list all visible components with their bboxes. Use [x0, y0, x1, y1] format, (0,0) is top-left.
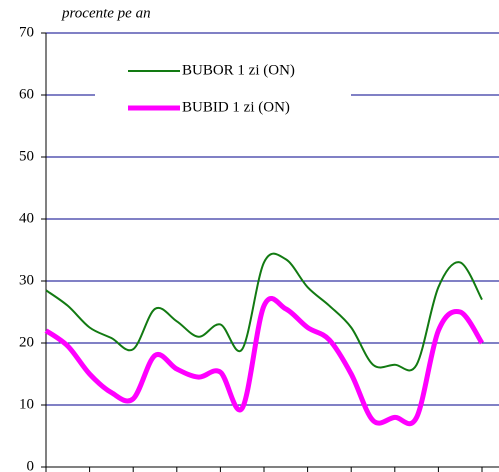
legend-label: BUBOR 1 zi (ON) — [182, 62, 295, 78]
y-tick-label: 40 — [19, 210, 34, 226]
y-tick-label: 20 — [19, 334, 34, 350]
y-tick-label: 70 — [19, 24, 34, 40]
series-line — [45, 252, 483, 372]
legend-label: BUBID 1 zi (ON) — [182, 99, 290, 115]
y-tick-label: 50 — [19, 148, 34, 164]
y-tick-label: 10 — [19, 396, 34, 412]
series-line — [44, 296, 485, 427]
chart-subtitle: procente pe an — [61, 5, 151, 21]
y-tick-label: 60 — [19, 86, 34, 102]
legend-box — [95, 52, 351, 128]
y-tick-label: 0 — [27, 458, 35, 472]
y-tick-label: 30 — [19, 272, 34, 288]
